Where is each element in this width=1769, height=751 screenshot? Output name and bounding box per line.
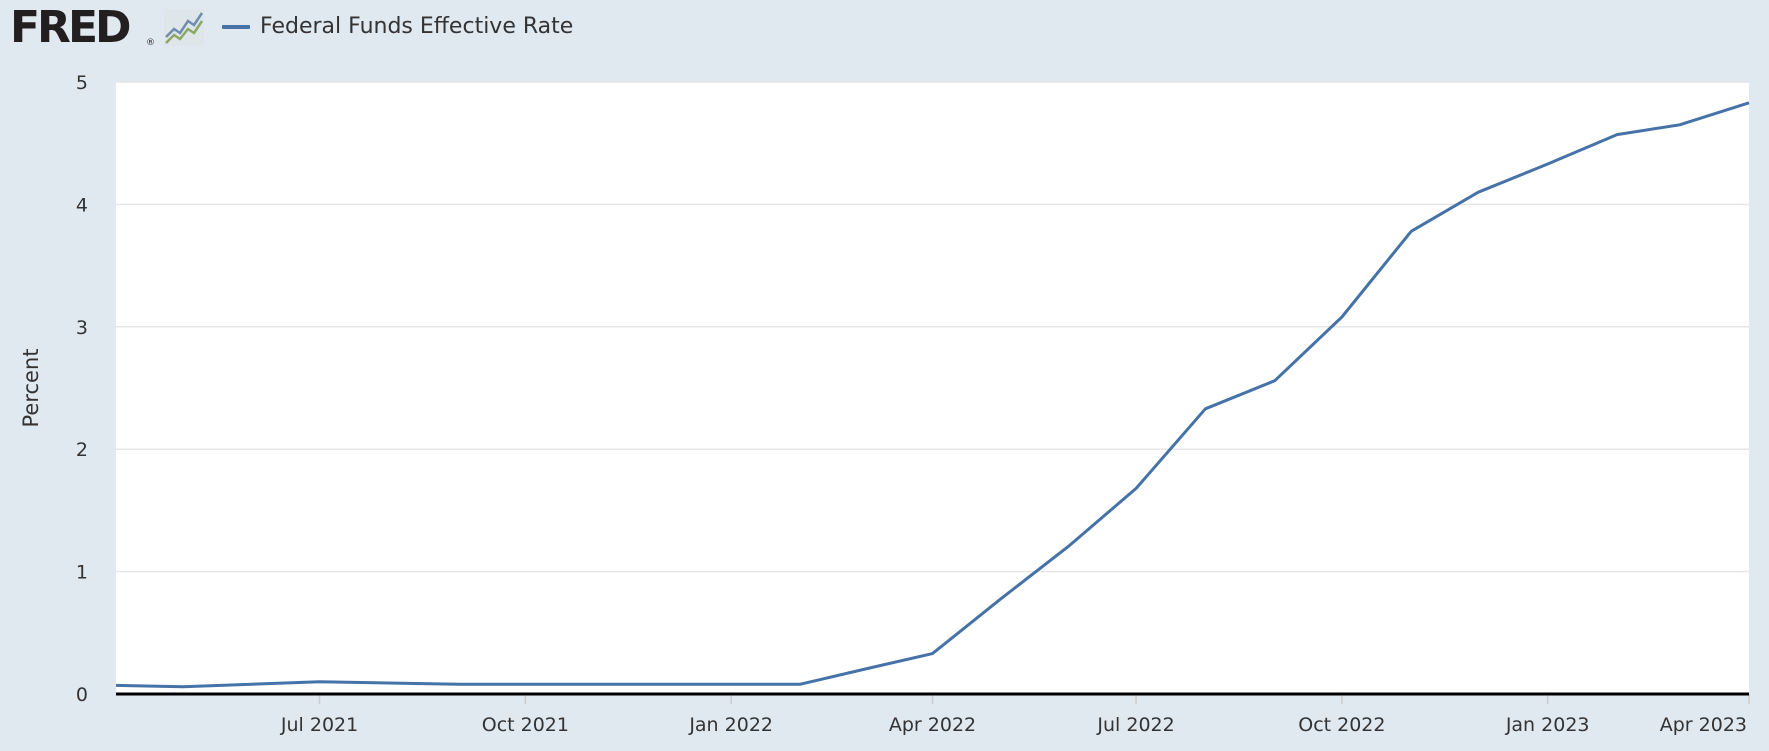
fred-logo[interactable]: FRED (10, 2, 132, 53)
y-tick-label: 4 (76, 194, 88, 216)
x-tick-label: Oct 2022 (1298, 714, 1385, 736)
y-tick-labels: 0 1 2 3 4 5 (76, 72, 88, 706)
fred-registered-mark: ® (146, 38, 155, 48)
x-tick-label: Jan 2023 (1505, 714, 1590, 736)
x-tick-label: Apr 2022 (889, 714, 976, 736)
y-tick-label: 0 (76, 684, 88, 706)
chart-header: FRED ® Federal Funds Effective Rate (0, 0, 1769, 60)
x-tick-labels: Jul 2021 Oct 2021 Jan 2022 Apr 2022 Jul 2022… (280, 714, 1747, 736)
x-tick-label: Jan 2022 (688, 714, 773, 736)
series-line-federal-funds-effective-rate[interactable] (115, 101, 1750, 689)
x-tick-marks (318, 694, 1750, 704)
y-tick-label: 5 (76, 72, 88, 94)
y-tick-label: 1 (76, 562, 88, 584)
y-tick-label: 3 (76, 317, 88, 339)
y-tick-label: 2 (76, 439, 88, 461)
y-axis-title: Percent (19, 348, 43, 427)
x-tick-label: Jul 2021 (280, 714, 358, 736)
x-tick-label: Oct 2021 (482, 714, 569, 736)
x-tick-label: Apr 2023 (1660, 714, 1747, 736)
legend-swatch (222, 25, 250, 29)
x-tick-label: Jul 2022 (1096, 714, 1174, 736)
grid-lines (116, 81, 1749, 573)
line-graph-icon (164, 9, 204, 46)
plot-area (116, 82, 1749, 694)
legend-label[interactable]: Federal Funds Effective Rate (260, 14, 574, 39)
